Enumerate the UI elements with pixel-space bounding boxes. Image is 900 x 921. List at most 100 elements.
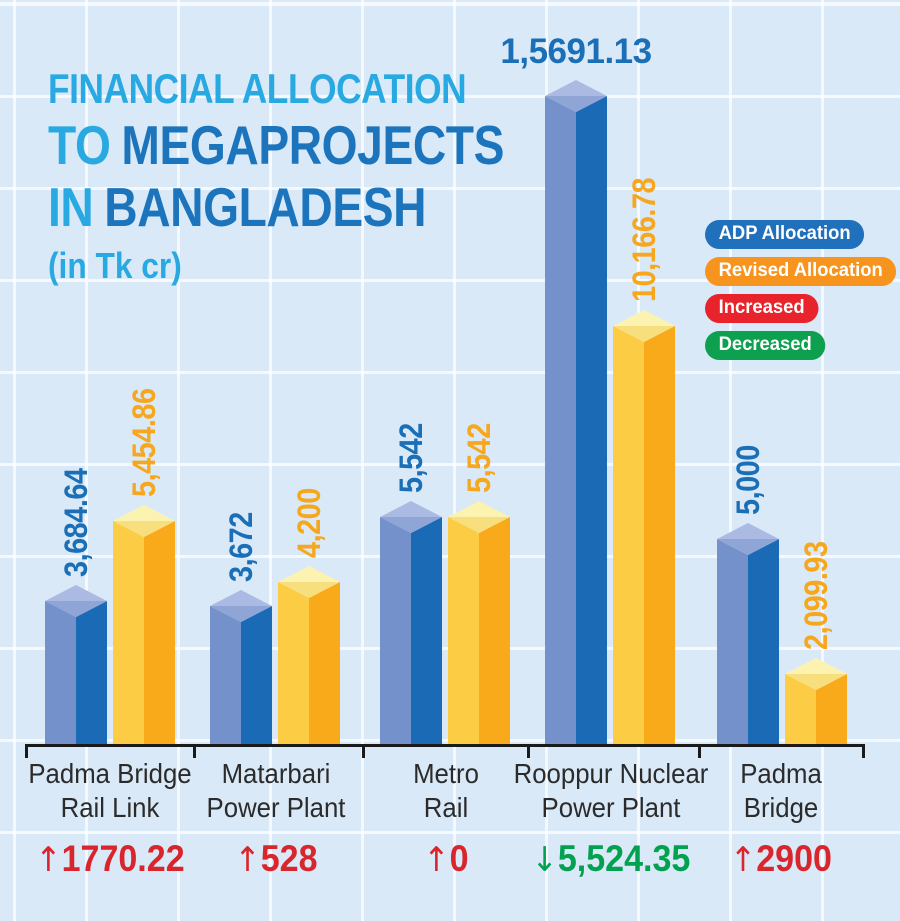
chart-title-block: FINANCIAL ALLOCATION TO MEGAPROJECTS IN BA…: [48, 64, 591, 289]
bar-face-left: [113, 521, 144, 747]
bar-top-upper: [717, 523, 779, 539]
x-axis-line: [25, 744, 865, 747]
arrow-up-icon: ↑: [730, 840, 757, 880]
bar-face-right: [76, 601, 107, 747]
bar-face-right: [241, 606, 272, 747]
category-label-line: Padma Bridge: [28, 758, 192, 789]
bar-top-lower: [380, 517, 442, 533]
bar-top-upper: [278, 566, 340, 582]
adp-allocation-bar-padma-bridge-rail-link: [45, 585, 107, 747]
category-label-line: Matarbari: [221, 758, 331, 789]
change-value-rooppur-nuclear-power-plant: ↓5,524.35: [491, 838, 730, 881]
bar-top-lower: [717, 539, 779, 555]
category-label-line: Padma: [740, 758, 822, 789]
category-label-line: Bridge: [743, 792, 819, 823]
legend-chip-revised-allocation: Revised Allocation: [705, 257, 897, 286]
bar-face-right: [576, 96, 607, 747]
bar-top-lower: [448, 517, 510, 533]
category-label-rooppur-nuclear-power-plant: Rooppur Nuclear Power Plant: [491, 757, 730, 825]
change-amount: 528: [260, 838, 318, 879]
bar-face-right: [309, 582, 340, 747]
bar-face-right: [644, 326, 675, 747]
change-value-metro-rail: ↑0: [326, 838, 565, 881]
legend: ADP Allocation Revised Allocation Increase…: [705, 220, 900, 368]
arrow-down-icon: ↓: [531, 840, 558, 880]
bar-face-left: [45, 601, 76, 747]
category-label-metro-rail: Metro Rail: [326, 757, 565, 825]
title-line-3: IN BANGLADESH: [48, 176, 504, 238]
bar-top-upper: [210, 590, 272, 606]
x-axis-tick-5: [862, 744, 865, 758]
change-amount: 1770.22: [61, 838, 185, 879]
revised-allocation-bar-padma-bridge: [785, 658, 847, 747]
bar-top-lower: [545, 96, 607, 112]
x-axis-tick-3: [527, 744, 530, 758]
change-value-matarbari-power-plant: ↑528: [156, 838, 395, 881]
x-axis-tick-2: [362, 744, 365, 758]
legend-chip-increased: Increased: [705, 294, 819, 323]
adp-allocation-bar-rooppur-nuclear-power-plant: [545, 80, 607, 747]
bar-face-left: [785, 674, 816, 747]
change-value-padma-bridge-rail-link: ↑1770.22: [0, 838, 230, 881]
bar-top-lower: [278, 582, 340, 598]
category-label-line: Power Plant: [541, 792, 681, 823]
bar-top-upper: [380, 501, 442, 517]
legend-chip-decreased: Decreased: [705, 331, 826, 360]
revised-value-label-matarbari-power-plant: 4,200: [291, 488, 327, 558]
category-label-matarbari-power-plant: Matarbari Power Plant: [156, 757, 395, 825]
revised-allocation-bar-rooppur-nuclear-power-plant: [613, 310, 675, 747]
revised-value-label-padma-bridge-rail-link: 5,454.86: [126, 388, 162, 497]
adp-allocation-bar-metro-rail: [380, 501, 442, 747]
bar-face-left: [613, 326, 644, 747]
revised-allocation-bar-padma-bridge-rail-link: [113, 505, 175, 747]
revised-allocation-bar-metro-rail: [448, 501, 510, 747]
bar-face-right: [748, 539, 779, 747]
bar-top-upper: [785, 658, 847, 674]
arrow-up-icon: ↑: [234, 840, 261, 880]
category-label-line: Rooppur Nuclear: [513, 758, 709, 789]
bar-face-left: [448, 517, 479, 747]
category-label-line: Power Plant: [206, 792, 346, 823]
bar-top-lower: [613, 326, 675, 342]
title-line-1: FINANCIAL ALLOCATION: [48, 65, 467, 112]
category-label-padma-bridge: Padma Bridge: [661, 757, 900, 825]
arrow-up-icon: ↑: [423, 840, 450, 880]
bar-face-right: [816, 674, 847, 747]
adp-allocation-bar-matarbari-power-plant: [210, 590, 272, 747]
adp-value-label-padma-bridge: 5,000: [730, 445, 766, 515]
adp-value-label-rooppur-nuclear-power-plant: 1,5691.13: [500, 32, 652, 71]
category-label-padma-bridge-rail-link: Padma Bridge Rail Link: [0, 757, 230, 825]
bar-face-left: [545, 96, 576, 747]
bar-face-right: [144, 521, 175, 747]
category-label-line: Metro: [413, 758, 479, 789]
category-label-line: Rail Link: [60, 792, 160, 823]
bar-face-right: [411, 517, 442, 747]
title-line-3-dark: BANGLADESH: [104, 176, 427, 238]
bar-face-left: [717, 539, 748, 747]
category-label-line: Rail: [423, 792, 469, 823]
bar-top-lower: [45, 601, 107, 617]
x-axis-tick-0: [25, 744, 28, 758]
adp-allocation-bar-padma-bridge: [717, 523, 779, 747]
bar-face-left: [380, 517, 411, 747]
bar-top-lower: [785, 674, 847, 690]
title-line-2-dark: MEGAPROJECTS: [121, 114, 505, 176]
title-line-2-light: TO: [48, 114, 111, 176]
bar-top-lower: [210, 606, 272, 622]
revised-allocation-bar-matarbari-power-plant: [278, 566, 340, 747]
bar-top-upper: [45, 585, 107, 601]
adp-value-label-padma-bridge-rail-link: 3,684.64: [58, 468, 94, 577]
bar-top-upper: [113, 505, 175, 521]
bar-face-right: [479, 517, 510, 747]
bar-top-upper: [545, 80, 607, 96]
change-amount: 5,524.35: [557, 838, 691, 879]
bar-top-lower: [113, 521, 175, 537]
title-line-2: TO MEGAPROJECTS: [48, 114, 504, 176]
change-amount: 2900: [756, 838, 832, 879]
title-line-3-light: IN: [48, 176, 94, 238]
change-amount: 0: [449, 838, 469, 879]
bar-face-left: [210, 606, 241, 747]
bar-face-left: [278, 582, 309, 747]
adp-value-label-metro-rail: 5,542: [393, 423, 429, 493]
